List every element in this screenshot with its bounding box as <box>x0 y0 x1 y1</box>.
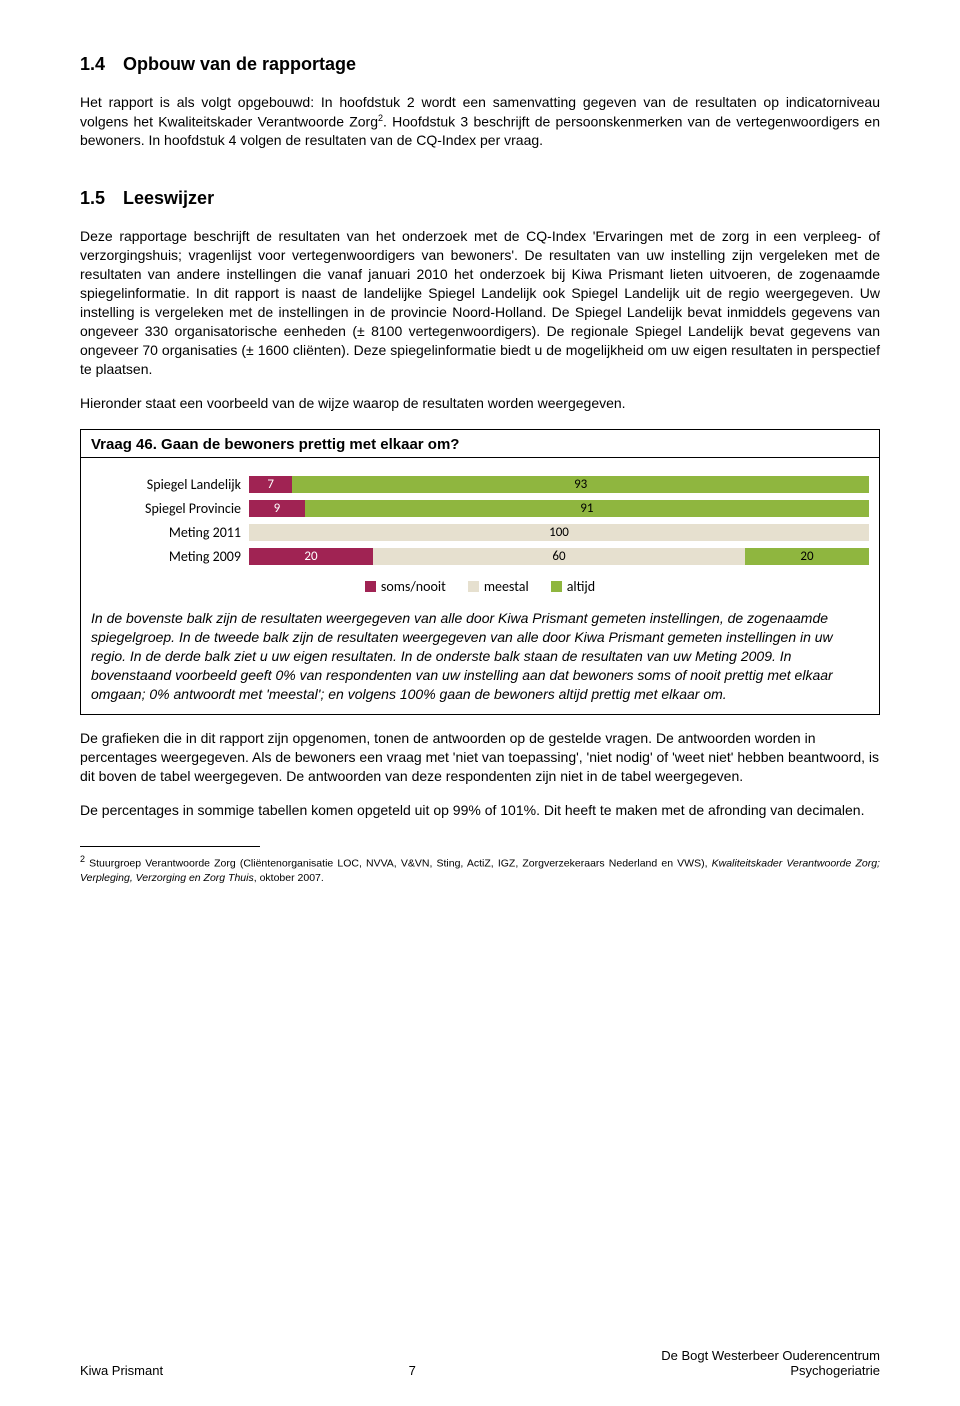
chart-segment: 100 <box>249 524 869 541</box>
chart-bar-area: 9 91 <box>249 500 869 517</box>
legend-item: meestal <box>468 578 529 595</box>
chart-segment: 7 <box>249 476 292 493</box>
chart-segment-value: 20 <box>304 549 317 564</box>
footer-right-line2: Psychogeriatrie <box>661 1363 880 1378</box>
chart-bar-area: 20 60 20 <box>249 548 869 565</box>
footer-left: Kiwa Prismant <box>80 1363 163 1378</box>
footnote-2: 2 Stuurgroep Verantwoorde Zorg (Cliënten… <box>80 853 880 885</box>
para-1-5-1: Deze rapportage beschrijft de resultaten… <box>80 227 880 378</box>
chart-segment: 9 <box>249 500 305 517</box>
chart-row: Meting 2011 100 <box>91 522 869 542</box>
chart-row-label: Spiegel Provincie <box>91 500 249 517</box>
footnote-text-b: , oktober 2007. <box>254 872 324 884</box>
chart-bar-area: 100 <box>249 524 869 541</box>
heading-1-4: 1.4 Opbouw van de rapportage <box>80 54 880 75</box>
legend-label: altijd <box>567 578 595 595</box>
heading-1-5: 1.5 Leeswijzer <box>80 188 880 209</box>
chart-segment-value: 91 <box>580 501 593 516</box>
chart-row: Spiegel Landelijk 7 93 <box>91 474 869 494</box>
footnote-rule <box>80 846 260 847</box>
footer-right-line1: De Bogt Westerbeer Ouderencentrum <box>661 1348 880 1363</box>
page-footer: Kiwa Prismant 7 De Bogt Westerbeer Ouder… <box>80 1348 880 1378</box>
example-box-title: Vraag 46. Gaan de bewoners prettig met e… <box>81 436 879 458</box>
chart-legend: soms/nooit meestal altijd <box>91 578 869 595</box>
example-box-caption: In de bovenste balk zijn de resultaten w… <box>91 609 869 703</box>
chart-row: Spiegel Provincie 9 91 <box>91 498 869 518</box>
chart-segment: 20 <box>745 548 869 565</box>
legend-item: soms/nooit <box>365 578 446 595</box>
para-1-5-2: Hieronder staat een voorbeeld van de wij… <box>80 394 880 413</box>
chart-segment: 60 <box>373 548 745 565</box>
heading-1-4-number: 1.4 <box>80 54 105 75</box>
chart-segment: 20 <box>249 548 373 565</box>
footer-right: De Bogt Westerbeer Ouderencentrum Psycho… <box>661 1348 880 1378</box>
example-box: Vraag 46. Gaan de bewoners prettig met e… <box>80 429 880 714</box>
chart-row: Meting 2009 20 60 20 <box>91 546 869 566</box>
footnote-text-a: Stuurgroep Verantwoorde Zorg (Cliëntenor… <box>85 858 712 870</box>
legend-label: meestal <box>484 578 529 595</box>
chart-segment-value: 100 <box>549 525 569 540</box>
heading-1-5-number: 1.5 <box>80 188 105 209</box>
chart-bar-area: 7 93 <box>249 476 869 493</box>
chart-segment-value: 93 <box>574 477 587 492</box>
stacked-bar-chart: Spiegel Landelijk 7 93 Spiegel Provincie 9 91… <box>91 474 869 566</box>
chart-segment-value: 60 <box>552 549 565 564</box>
chart-row-label: Meting 2009 <box>91 548 249 565</box>
footer-page-number: 7 <box>409 1363 416 1378</box>
chart-row-label: Meting 2011 <box>91 524 249 541</box>
heading-1-5-title: Leeswijzer <box>123 188 214 208</box>
para-after-2: De percentages in sommige tabellen komen… <box>80 801 880 820</box>
chart-segment-value: 9 <box>274 501 281 516</box>
legend-swatch <box>365 581 376 592</box>
page-root: 1.4 Opbouw van de rapportage Het rapport … <box>0 0 960 1406</box>
legend-swatch <box>468 581 479 592</box>
para-after-1: De grafieken die in dit rapport zijn opg… <box>80 729 880 786</box>
chart-segment: 93 <box>292 476 869 493</box>
chart-row-label: Spiegel Landelijk <box>91 476 249 493</box>
para-1-4: Het rapport is als volgt opgebouwd: In h… <box>80 93 880 150</box>
chart-segment-value: 7 <box>267 477 274 492</box>
chart-segment-value: 20 <box>800 549 813 564</box>
legend-swatch <box>551 581 562 592</box>
legend-label: soms/nooit <box>381 578 446 595</box>
heading-1-4-title: Opbouw van de rapportage <box>123 54 356 74</box>
legend-item: altijd <box>551 578 595 595</box>
chart-segment: 91 <box>305 500 869 517</box>
